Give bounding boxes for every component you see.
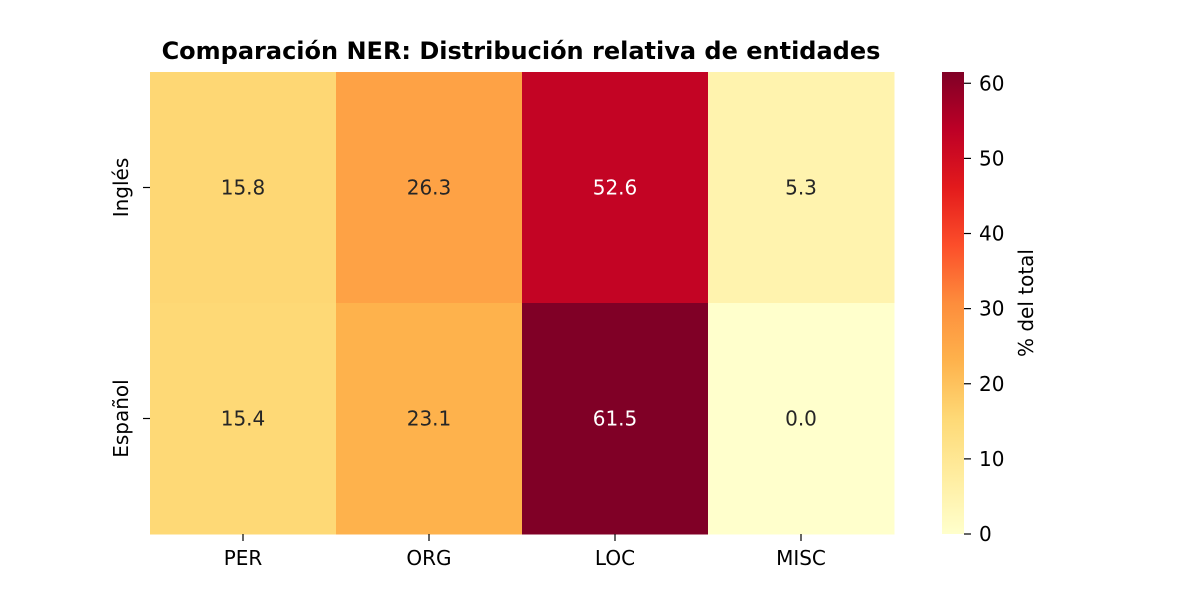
colorbar: 0 10 20 30 40 50 60 % del total	[942, 71, 1038, 546]
heatmap-cell-label: 15.8	[221, 176, 266, 200]
heatmap-cell	[708, 303, 895, 535]
heatmap-cell-label: 61.5	[593, 407, 638, 431]
colorbar-tick-label: 40	[979, 222, 1004, 246]
heatmap-cell	[522, 303, 709, 535]
heatmap-cell-label: 23.1	[407, 407, 452, 431]
heatmap-cell	[336, 72, 523, 304]
heatmap-cell-label: 15.4	[221, 407, 266, 431]
chart-title: Comparación NER: Distribución relativa d…	[162, 37, 881, 65]
colorbar-tick-label: 30	[979, 297, 1004, 321]
colorbar-gradient	[942, 72, 964, 534]
y-tick-label: Español	[109, 379, 133, 457]
heatmap-cell	[150, 303, 337, 535]
heatmap-cell	[150, 72, 337, 304]
y-axis: Inglés Español	[109, 158, 150, 458]
colorbar-tick-label: 20	[979, 372, 1004, 396]
heatmap-cell	[336, 303, 523, 535]
heatmap-cell-label: 0.0	[785, 407, 817, 431]
x-tick-label: ORG	[406, 546, 451, 570]
heatmap-cell-label: 52.6	[593, 176, 638, 200]
x-tick-label: PER	[224, 546, 263, 570]
y-tick-label: Inglés	[109, 158, 133, 218]
heatmap-cell-labels: 15.8 26.3 52.6 5.3 15.4 23.1 61.5 0.0	[221, 176, 817, 431]
heatmap-cell-label: 26.3	[407, 176, 452, 200]
x-tick-label: LOC	[595, 546, 635, 570]
colorbar-tick-label: 60	[979, 71, 1004, 95]
colorbar-ticks: 0 10 20 30 40 50 60	[964, 71, 1004, 546]
heatmap-cells	[150, 72, 895, 535]
colorbar-tick-label: 50	[979, 146, 1004, 170]
heatmap-cell	[708, 72, 895, 304]
colorbar-tick-label: 10	[979, 447, 1004, 471]
x-axis: PER ORG LOC MISC	[224, 534, 826, 570]
colorbar-tick-label: 0	[979, 522, 992, 546]
x-tick-label: MISC	[776, 546, 826, 570]
heatmap-cell-label: 5.3	[785, 176, 817, 200]
heatmap-cell	[522, 72, 709, 304]
colorbar-label: % del total	[1014, 249, 1038, 357]
